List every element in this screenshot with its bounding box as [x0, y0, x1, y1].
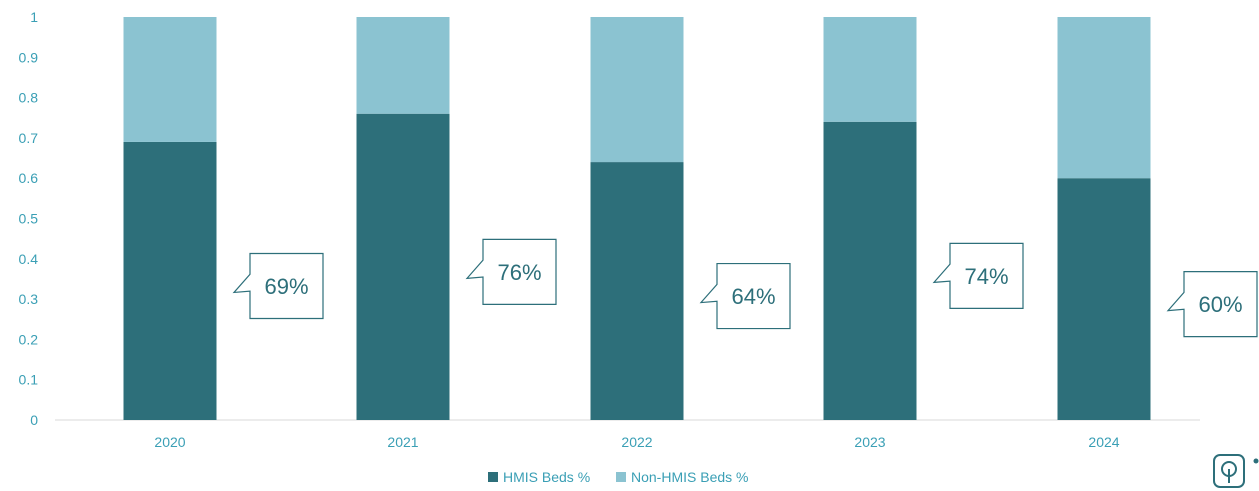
- logo-icon: [1213, 454, 1259, 488]
- x-tick-label: 2024: [1088, 434, 1119, 450]
- y-tick-label: 0.5: [19, 211, 39, 227]
- bar-hmis-2023: [823, 121, 917, 420]
- x-axis-ticks: 2020 2021 2022 2023 2024: [154, 434, 1119, 450]
- legend-swatch-non-hmis: [616, 472, 626, 482]
- callout-box: [232, 252, 324, 320]
- y-tick-label: 0.4: [19, 251, 39, 267]
- bar-non-hmis-2022: [590, 17, 684, 163]
- x-tick-label: 2023: [854, 434, 885, 450]
- data-label: 69%: [264, 274, 308, 299]
- bar-hmis-2020: [123, 141, 217, 420]
- y-tick-label: 0: [30, 412, 38, 428]
- callout-box: [932, 242, 1024, 309]
- callout-box: [1166, 271, 1258, 338]
- callout-box: [465, 238, 557, 305]
- y-tick-label: 0.8: [19, 90, 39, 106]
- data-label: 64%: [731, 284, 775, 309]
- legend-label-non-hmis: Non-HMIS Beds %: [631, 469, 748, 485]
- bar-hmis-2022: [590, 162, 684, 420]
- legend-label-hmis: HMIS Beds %: [503, 469, 590, 485]
- legend: HMIS Beds % Non-HMIS Beds %: [488, 469, 748, 485]
- y-tick-label: 0.9: [19, 49, 39, 65]
- y-tick-label: 0.3: [19, 291, 39, 307]
- y-tick-label: 1: [30, 9, 38, 25]
- y-tick-label: 0.1: [19, 372, 39, 388]
- x-tick-label: 2020: [154, 434, 185, 450]
- bar-non-hmis-2024: [1057, 17, 1151, 179]
- y-tick-label: 0.7: [19, 130, 39, 146]
- y-tick-label: 0.2: [19, 331, 39, 347]
- bars-group: [123, 17, 1151, 420]
- data-label: 60%: [1198, 292, 1242, 317]
- x-tick-label: 2021: [387, 434, 418, 450]
- y-axis-ticks: 0 0.1 0.2 0.3 0.4 0.5 0.6 0.7 0.8 0.9 1: [19, 9, 39, 428]
- data-label-callouts: 69% 76% 64% 74% 60%: [232, 238, 1258, 338]
- bar-hmis-2024: [1057, 178, 1151, 420]
- bar-non-hmis-2023: [823, 17, 917, 122]
- x-tick-label: 2022: [621, 434, 652, 450]
- y-tick-label: 0.6: [19, 170, 39, 186]
- bar-non-hmis-2020: [123, 17, 217, 142]
- legend-swatch-hmis: [488, 472, 498, 482]
- bar-hmis-2021: [356, 113, 450, 420]
- data-label: 76%: [497, 260, 541, 285]
- bar-non-hmis-2021: [356, 17, 450, 114]
- callout-box: [699, 262, 791, 330]
- data-label: 74%: [964, 264, 1008, 289]
